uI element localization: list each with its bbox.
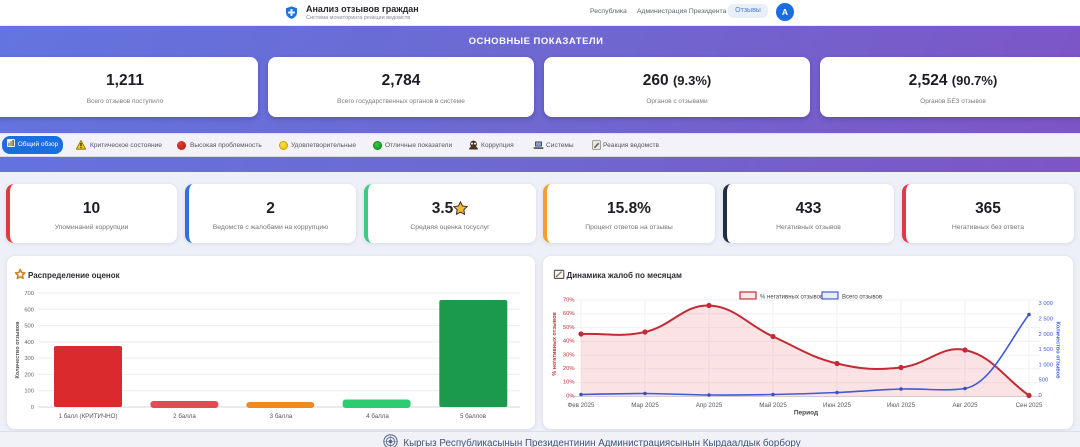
svg-text:Всего отзывов: Всего отзывов — [842, 295, 882, 301]
svg-text:Авг 2025: Авг 2025 — [952, 402, 978, 409]
svg-text:700: 700 — [24, 291, 34, 297]
svg-text:2 000: 2 000 — [1039, 332, 1054, 338]
svg-text:400: 400 — [24, 340, 34, 346]
svg-text:4 балла: 4 балла — [366, 413, 389, 420]
svg-text:2 500: 2 500 — [1039, 317, 1054, 323]
svg-text:100: 100 — [24, 389, 34, 395]
svg-text:Динамика жалоб по месяцам: Динамика жалоб по месяцам — [567, 271, 682, 280]
svg-text:% негативных отзывов: % негативных отзывов — [552, 312, 558, 376]
svg-text:Май 2025: Май 2025 — [759, 402, 787, 409]
svg-text:% негативных отзывов: % негативных отзывов — [760, 295, 823, 301]
svg-text:0: 0 — [31, 405, 34, 411]
svg-text:2 балла: 2 балла — [173, 413, 196, 420]
svg-text:3 000: 3 000 — [1039, 301, 1054, 307]
svg-text:50%: 50% — [563, 325, 575, 331]
svg-text:Апр 2025: Апр 2025 — [696, 402, 723, 409]
svg-text:Распределение оценок: Распределение оценок — [28, 271, 121, 280]
svg-text:Количество отзывов: Количество отзывов — [15, 321, 21, 379]
svg-text:20%: 20% — [563, 366, 575, 372]
svg-text:3 балла: 3 балла — [270, 413, 293, 420]
svg-text:Мар 2025: Мар 2025 — [631, 402, 659, 409]
svg-text:200: 200 — [24, 372, 34, 378]
svg-text:60%: 60% — [563, 311, 575, 317]
svg-text:5 баллов: 5 баллов — [460, 413, 487, 420]
svg-text:10%: 10% — [563, 380, 575, 386]
svg-text:Количество отзывов: Количество отзывов — [1055, 322, 1061, 380]
svg-text:1 000: 1 000 — [1039, 362, 1054, 368]
svg-text:40%: 40% — [563, 339, 575, 345]
svg-text:Июн 2025: Июн 2025 — [823, 402, 852, 409]
svg-text:500: 500 — [24, 324, 34, 330]
svg-text:70%: 70% — [563, 298, 575, 304]
svg-text:1 500: 1 500 — [1039, 347, 1054, 353]
svg-text:Сен 2025: Сен 2025 — [1016, 402, 1043, 409]
svg-text:1 балл (КРИТИЧНО): 1 балл (КРИТИЧНО) — [59, 413, 118, 420]
svg-text:Июл 2025: Июл 2025 — [887, 402, 916, 409]
svg-text:Фев 2025: Фев 2025 — [568, 402, 595, 409]
svg-text:300: 300 — [24, 356, 34, 362]
svg-text:0: 0 — [1039, 393, 1042, 399]
svg-text:0%: 0% — [566, 393, 574, 399]
svg-text:600: 600 — [24, 307, 34, 313]
svg-text:Период: Период — [794, 410, 818, 417]
svg-text:30%: 30% — [563, 352, 575, 358]
svg-text:500: 500 — [1039, 378, 1049, 384]
